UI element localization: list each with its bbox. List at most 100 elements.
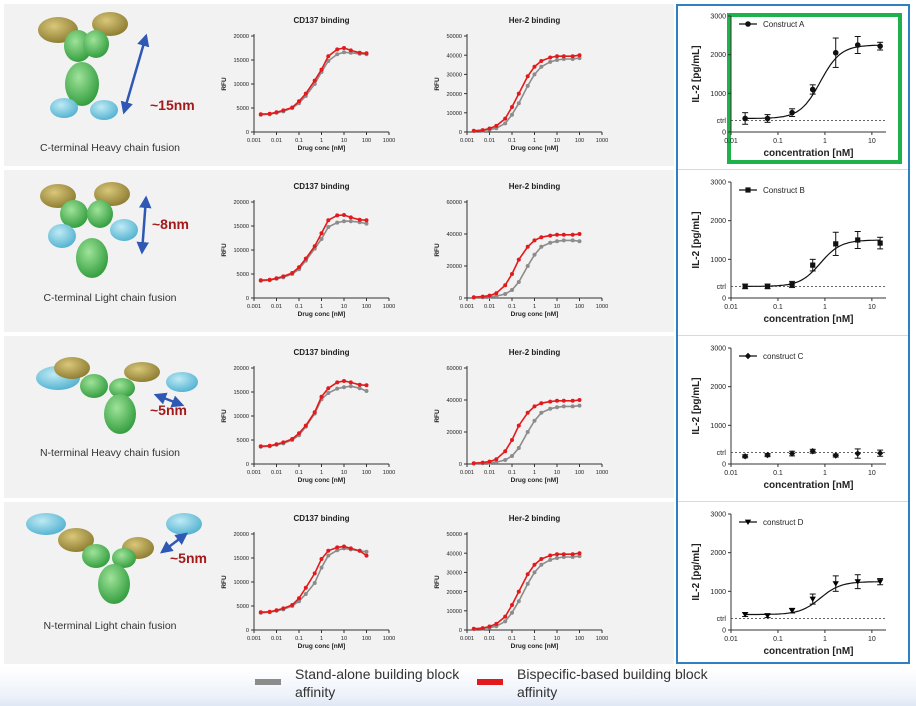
data-point [516,589,521,594]
y-tick-label: 30000 [446,73,462,79]
x-tick-label: 100 [362,304,371,310]
data-point [342,379,346,383]
x-axis-label: concentration [nM] [764,314,854,325]
data-point [532,570,537,575]
data-point [487,624,492,629]
data-point [364,221,369,226]
y-tick-label: 2000 [710,218,726,225]
x-tick-label: 10 [868,304,876,311]
chart-title: CD137 binding [293,348,349,357]
data-point [503,283,508,288]
x-tick-label: 100 [362,138,371,144]
y-axis-label: IL-2 [pg/mL] [691,377,702,434]
data-point [487,293,492,298]
x-tick-label: 0.001 [460,138,474,144]
y-tick-label: 0 [722,462,726,469]
y-tick-label: 3000 [710,346,726,353]
data-point [548,59,553,64]
y-tick-label: 0 [246,628,249,634]
data-point [555,54,559,59]
x-tick-label: 0.1 [773,138,783,145]
highlight-frame [727,13,902,164]
y-tick-label: 20000 [446,590,462,596]
x-axis-label: Drug conc [nM] [298,477,346,484]
y-tick-label: 10000 [233,82,249,88]
data-point [480,460,485,465]
chart-row3-cd137: CD137 binding 0 5000 10000 15000 20000 0.001 0.… [221,348,395,484]
data-point [480,626,485,631]
x-tick-label: 0.1 [295,304,303,310]
data-point [570,404,575,409]
data-point [281,606,286,611]
data-point [532,252,537,257]
data-point [548,233,553,238]
data-point [312,244,317,249]
x-tick-label: 0.01 [484,636,495,642]
data-point [503,458,508,462]
x-tick-label: 0.1 [508,470,516,476]
x-tick-label: 1000 [383,470,395,476]
data-point [561,232,566,237]
data-point [503,619,508,624]
data-point [561,404,566,409]
y-tick-label: 0 [722,628,726,635]
data-point [561,238,566,243]
chart-title: CD137 binding [293,16,349,25]
x-tick-label: 1 [823,636,827,643]
data-point [487,126,492,131]
data-point [364,553,369,558]
data-point [742,283,748,289]
ctrl-label: ctrl [717,450,727,457]
x-tick-label: 1 [320,138,323,144]
antibody-c-terminal-light [40,182,152,278]
data-point [471,626,476,631]
data-point [494,621,499,626]
data-point [503,449,508,454]
y-tick-label: 20000 [233,366,249,372]
x-tick-label: 0.001 [247,304,261,310]
data-point [319,67,324,72]
y-tick-label: 10000 [446,111,462,117]
data-point [303,592,308,596]
x-tick-label: 1 [533,636,536,642]
data-point [335,386,340,391]
y-axis-label: RFU [221,243,228,257]
x-tick-label: 100 [575,138,584,144]
data-point [297,431,301,436]
y-tick-label: 20000 [446,430,462,436]
chart-title: Her-2 binding [509,182,561,191]
x-tick-label: 0.1 [295,470,303,476]
data-point [335,213,340,218]
y-tick-label: 20000 [233,34,249,40]
x-tick-label: 0.001 [460,636,474,642]
chart-row3-il2: 0 1000 2000 3000 0.01 0.1 1 10 concentration [nM… [691,346,886,491]
data-point [326,225,331,229]
ctrl-label: ctrl [717,616,727,623]
x-tick-label: 0.01 [271,138,282,144]
data-point [810,262,816,268]
data-point [764,613,771,619]
data-point [570,238,575,243]
data-point [267,111,272,116]
data-point [326,218,331,223]
data-point [274,608,279,613]
y-tick-label: 20000 [446,264,462,270]
y-axis-label: RFU [221,77,228,91]
data-point [809,86,816,93]
y-tick-label: 10000 [233,580,249,586]
data-point [516,446,521,450]
x-tick-label: 1 [320,636,323,642]
y-tick-label: 0 [459,462,462,468]
distance-label: ~5nm [150,402,187,418]
data-point [357,548,362,553]
bottom-gradient [0,668,916,706]
x-tick-label: 0.01 [724,138,738,145]
legend-swatch-standalone [255,679,281,685]
data-point [532,64,537,69]
data-point [561,54,566,59]
data-point [525,264,530,268]
data-point [854,42,861,48]
x-tick-label: 10 [868,138,876,145]
